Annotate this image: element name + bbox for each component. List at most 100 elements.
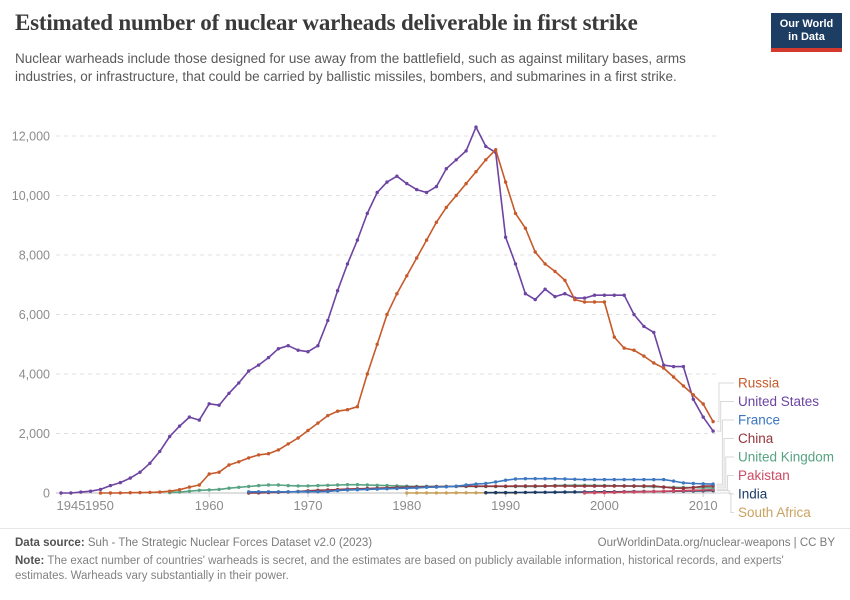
data-point [494,490,498,495]
data-point [138,490,142,495]
data-point [691,488,695,492]
legend-label-china[interactable]: China [738,431,774,446]
data-point [484,158,488,162]
data-point [662,366,666,370]
data-point [148,461,152,465]
data-point [355,238,360,242]
data-point [316,490,320,494]
series-line-india[interactable] [484,488,715,495]
legend-connector [716,438,734,487]
data-source-line: Data source: Suh - The Strategic Nuclear… [15,537,372,549]
series-path-russia [99,148,714,494]
legend-connector [716,419,734,485]
data-point [622,293,626,297]
data-point [642,324,646,329]
series-line-france[interactable] [247,477,715,494]
data-point [345,483,350,487]
data-point [523,490,528,495]
data-point [642,477,646,482]
data-point [187,415,192,419]
legend-label-united-kingdom[interactable]: United Kingdom [738,450,834,465]
y-axis-tick-label: 6,000 [19,308,50,322]
owid-logo[interactable]: Our World in Data [771,13,842,52]
data-point [652,361,656,365]
data-point [662,477,666,482]
data-point [395,486,399,491]
legend-label-france[interactable]: France [738,413,780,428]
data-point [632,312,636,317]
data-point [256,363,261,367]
data-point [69,491,73,495]
legend-connector [716,475,734,491]
data-point [592,477,597,482]
data-point [335,488,340,493]
data-point [326,483,330,487]
data-point [543,262,547,266]
data-point [533,250,537,254]
series-line-pakistan[interactable] [582,488,715,495]
data-point [207,402,211,406]
legend-label-india[interactable]: India [738,487,768,502]
data-point [681,364,686,369]
data-point [306,484,310,488]
data-point [405,491,409,495]
data-point [247,369,251,373]
data-point [227,391,231,395]
data-point [345,488,350,492]
legend-label-south-africa[interactable]: South Africa [738,505,811,520]
data-point [602,477,607,482]
data-point [592,491,597,495]
data-point [582,300,587,304]
data-point [602,490,607,495]
data-point [464,483,468,487]
legend-label-russia[interactable]: Russia [738,376,780,391]
line-chart-plot-area[interactable]: 0 2,000 4,000 6,000 8,000 10,000 12,000 1945 195… [0,0,850,530]
data-point [197,418,201,422]
legend-label-united-states[interactable]: United States [738,394,819,409]
data-point [98,487,103,492]
data-point [563,477,567,481]
data-point [177,490,182,494]
data-point [662,363,666,367]
data-point [602,300,607,304]
data-point [701,482,705,486]
data-point [306,490,310,494]
x-axis-tick-label: 1980 [392,498,421,513]
data-point [494,480,498,484]
legend-label-pakistan[interactable]: Pakistan [738,468,790,483]
data-point [513,211,518,216]
data-point [444,485,448,489]
data-point [582,296,587,300]
series-line-russia[interactable] [98,148,715,495]
data-point [681,488,686,493]
data-point [592,484,597,488]
owid-logo-line2: in Data [788,30,825,43]
data-point [385,180,389,184]
data-point [345,262,350,266]
data-point [256,453,261,457]
data-point [434,485,439,489]
data-point [494,148,498,152]
credit-link[interactable]: OurWorldinData.org/nuclear-weapons | CC … [597,537,835,549]
data-point [642,490,646,494]
data-point [632,484,636,488]
data-point [563,484,567,488]
data-point [158,490,162,494]
data-point [237,460,241,464]
data-point [513,490,518,495]
chart-footer: Data source: Suh - The Strategic Nuclear… [0,528,850,584]
data-point [503,484,508,488]
data-point [395,292,399,296]
data-point [326,413,330,418]
data-point [454,484,458,488]
data-point [484,144,488,149]
data-point [671,364,676,369]
series-line-united-states[interactable] [59,125,715,495]
data-point [247,490,251,494]
data-point [691,393,695,397]
data-point [484,481,488,486]
data-point [59,491,63,495]
data-point [523,484,528,488]
x-axis-tick-label: 2010 [689,498,718,513]
